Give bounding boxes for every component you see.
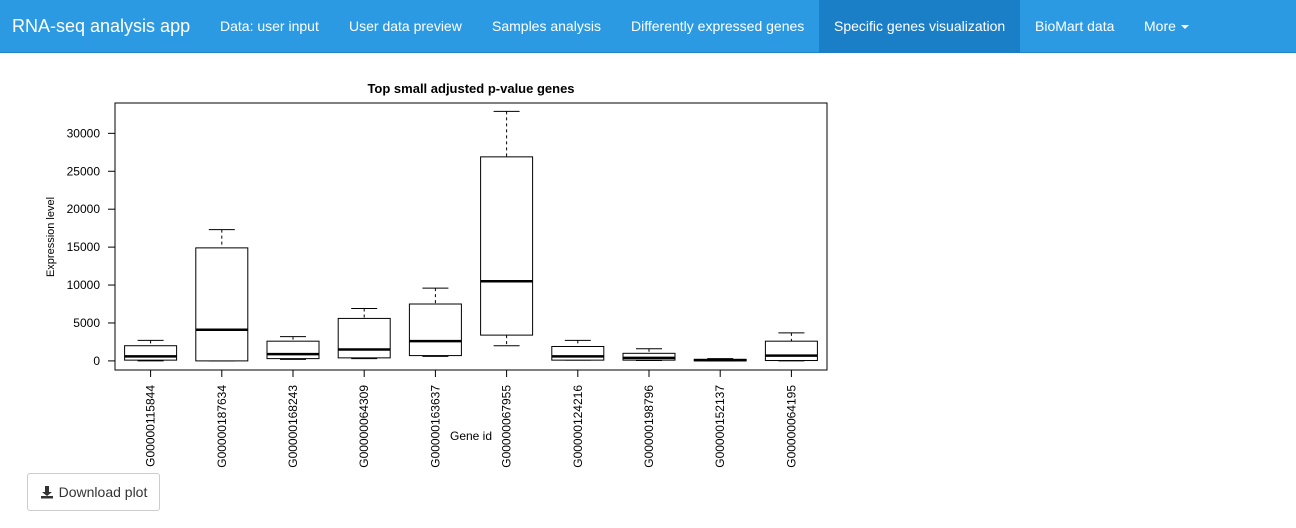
nav-tab-data-user-input[interactable]: Data: user input bbox=[205, 0, 334, 53]
navbar: RNA-seq analysis app Data: user input Us… bbox=[0, 0, 1296, 53]
y-tick-label: 5000 bbox=[73, 316, 100, 330]
nav-tab-user-data-preview[interactable]: User data preview bbox=[334, 0, 477, 53]
y-tick-label: 0 bbox=[93, 354, 100, 368]
box-iqr bbox=[551, 345, 605, 361]
nav-dropdown-more[interactable]: More bbox=[1130, 0, 1210, 53]
expression-boxplot: 0 5000 10000 15000 20000 25000 30000 G000001158… bbox=[45, 81, 828, 468]
download-icon bbox=[40, 486, 53, 499]
x-tick-label: G00000198796 bbox=[642, 385, 656, 468]
x-tick-label: G00000115844 bbox=[144, 385, 158, 467]
caret-down-icon bbox=[1180, 25, 1189, 30]
box-iqr bbox=[480, 156, 534, 336]
nav-tab-label: BioMart data bbox=[1035, 18, 1115, 34]
x-tick-label: G00000124216 bbox=[571, 385, 585, 468]
download-plot-button[interactable]: Download plot bbox=[27, 473, 160, 511]
chart-title: Top small adjusted p-value genes bbox=[367, 81, 574, 96]
x-tick-label: G00000187634 bbox=[215, 385, 229, 468]
nav-tab-samples-analysis[interactable]: Samples analysis bbox=[477, 0, 616, 53]
y-tick-label: 30000 bbox=[67, 126, 101, 140]
x-tick-label: G00000064309 bbox=[357, 385, 371, 468]
nav-tab-label: Differently expressed genes bbox=[631, 18, 805, 34]
app-brand[interactable]: RNA-seq analysis app bbox=[12, 16, 191, 36]
plot-frame bbox=[114, 102, 828, 371]
nav-tab-differently-expressed-genes[interactable]: Differently expressed genes bbox=[616, 0, 819, 53]
nav-tab-label: Specific genes visualization bbox=[834, 18, 1006, 34]
y-axis-label: Expression level bbox=[45, 197, 57, 277]
download-plot-label: Download plot bbox=[58, 484, 148, 500]
nav-tab-biomart-data[interactable]: BioMart data bbox=[1020, 0, 1130, 53]
y-tick-label: 20000 bbox=[67, 202, 101, 216]
nav-tab-label: More bbox=[1144, 18, 1176, 34]
nav-tab-label: User data preview bbox=[349, 18, 462, 34]
x-tick-label: G00000152137 bbox=[713, 385, 727, 468]
box-iqr bbox=[408, 303, 462, 357]
x-tick-label: G00000163637 bbox=[428, 385, 442, 468]
box-iqr bbox=[764, 340, 818, 362]
x-axis-label: Gene id bbox=[450, 429, 492, 443]
box-iqr bbox=[124, 345, 178, 361]
nav-tab-label: Data: user input bbox=[220, 18, 319, 34]
y-tick-label: 15000 bbox=[67, 240, 101, 254]
y-tick-label: 10000 bbox=[67, 278, 101, 292]
box-iqr bbox=[337, 317, 391, 359]
x-tick-label: G00000168243 bbox=[286, 385, 300, 468]
x-tick-label: G00000064195 bbox=[784, 385, 798, 468]
box-iqr bbox=[195, 247, 249, 362]
y-tick-label: 25000 bbox=[67, 164, 101, 178]
x-tick-label: G00000067955 bbox=[500, 385, 514, 468]
nav-tab-label: Samples analysis bbox=[492, 18, 601, 34]
box-iqr bbox=[266, 340, 320, 360]
nav-tab-specific-genes-visualization[interactable]: Specific genes visualization bbox=[819, 0, 1020, 53]
